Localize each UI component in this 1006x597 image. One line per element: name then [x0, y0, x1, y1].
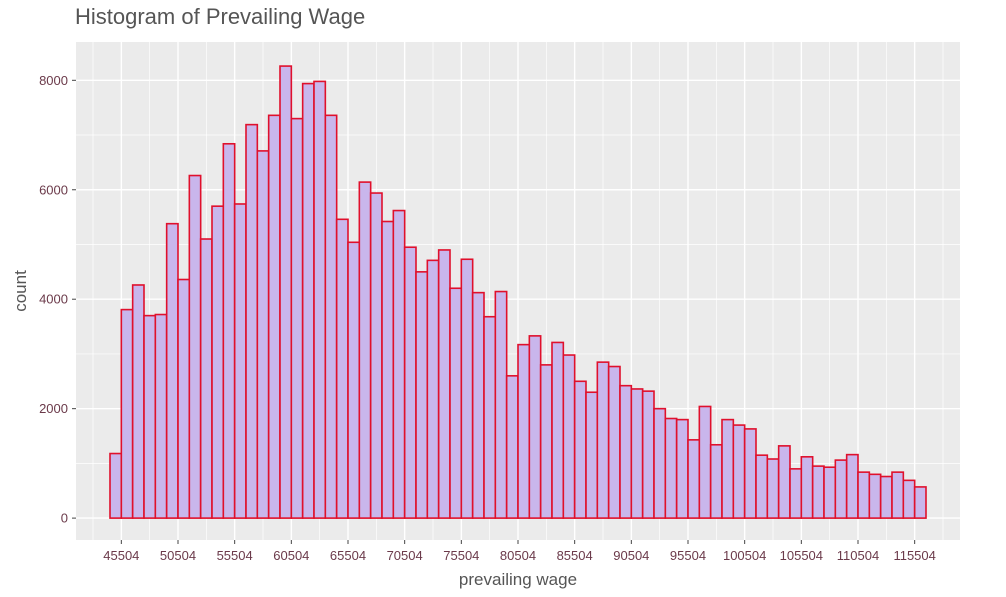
histogram-bar — [233, 203, 247, 519]
histogram-bar — [800, 456, 814, 519]
histogram-bar — [335, 218, 349, 519]
histogram-bar — [199, 238, 213, 519]
histogram-bar — [573, 380, 587, 519]
histogram-bar — [471, 291, 485, 519]
histogram-bar — [505, 375, 519, 519]
histogram-bar — [369, 192, 383, 519]
y-axis: 0 2000 4000 6000 8000 — [39, 73, 76, 526]
x-tick-label: 75504 — [443, 548, 479, 563]
histogram-bar — [755, 454, 769, 519]
histogram-bar — [165, 222, 179, 519]
histogram-bar — [596, 361, 610, 519]
x-tick-label: 70504 — [387, 548, 423, 563]
histogram-bar — [279, 65, 293, 519]
histogram-bar — [709, 443, 723, 519]
histogram-bar — [857, 471, 871, 519]
histogram-bar — [585, 391, 599, 519]
x-tick-label: 100504 — [723, 548, 766, 563]
histogram-bar — [426, 259, 440, 519]
histogram-bar — [902, 479, 916, 519]
chart-title: Histogram of Prevailing Wage — [75, 4, 366, 29]
x-tick-label: 105504 — [780, 548, 823, 563]
histogram-bar — [301, 82, 315, 519]
histogram-bar — [109, 452, 123, 519]
histogram-bar — [721, 418, 735, 519]
x-tick-label: 65504 — [330, 548, 366, 563]
x-tick-label: 50504 — [160, 548, 196, 563]
histogram-bar — [868, 473, 882, 519]
histogram-bar — [290, 117, 304, 519]
y-tick-label: 6000 — [39, 182, 68, 197]
histogram-bar — [823, 466, 837, 519]
histogram-bar — [732, 424, 746, 519]
histogram-bar — [131, 284, 145, 519]
histogram-bar — [267, 114, 281, 519]
x-axis-title: prevailing wage — [459, 570, 577, 589]
histogram-bar — [188, 174, 202, 519]
histogram-bar — [347, 241, 361, 519]
histogram-bar — [245, 123, 259, 519]
histogram-bar — [358, 181, 372, 519]
histogram-bar — [675, 418, 689, 519]
x-tick-label: 90504 — [613, 548, 649, 563]
histogram-bar — [811, 465, 825, 519]
histogram-bar — [879, 475, 893, 519]
histogram-bar — [777, 445, 791, 519]
histogram-bar — [845, 453, 859, 519]
x-axis: 45504 50504 55504 60504 65504 70504 75504 80504… — [103, 540, 936, 563]
x-tick-label: 115504 — [893, 548, 935, 563]
x-tick-label: 45504 — [103, 548, 139, 563]
histogram-bar — [483, 315, 497, 519]
histogram-bar — [177, 278, 191, 519]
histogram-bar — [607, 365, 621, 519]
histogram-bar — [698, 405, 712, 519]
histogram-bar — [437, 249, 451, 519]
histogram-bar — [143, 314, 157, 519]
histogram-bar — [517, 343, 531, 519]
x-tick-label: 80504 — [500, 548, 536, 563]
histogram-bar — [619, 384, 633, 519]
histogram-bar — [313, 80, 327, 519]
y-axis-title: count — [11, 270, 30, 312]
histogram-bar — [743, 428, 757, 519]
histogram-bar — [891, 471, 905, 519]
histogram-bar — [687, 439, 701, 519]
histogram-bar — [211, 205, 225, 519]
y-tick-label: 2000 — [39, 401, 68, 416]
histogram-bar — [789, 468, 803, 519]
histogram-bar — [324, 114, 338, 519]
histogram-bar — [154, 313, 168, 519]
histogram-bar — [641, 390, 655, 519]
histogram-bar — [834, 459, 848, 519]
bars — [109, 65, 927, 519]
histogram-bar — [528, 335, 542, 519]
histogram-bar — [381, 220, 395, 519]
histogram-bar — [653, 407, 667, 519]
x-tick-label: 55504 — [217, 548, 253, 563]
histogram-bar — [766, 458, 780, 519]
y-tick-label: 4000 — [39, 292, 68, 307]
histogram-bar — [562, 354, 576, 519]
histogram-bar — [494, 290, 508, 519]
histogram-bar — [460, 258, 474, 519]
x-tick-label: 95504 — [670, 548, 706, 563]
histogram-bar — [392, 209, 406, 519]
histogram-bar — [551, 341, 565, 519]
histogram-bar — [256, 150, 270, 519]
x-tick-label: 110504 — [837, 548, 879, 563]
histogram-bar — [539, 364, 553, 519]
histogram-bar — [449, 287, 463, 519]
histogram-bar — [120, 308, 134, 519]
histogram-bar — [403, 246, 417, 519]
y-tick-label: 0 — [61, 511, 68, 526]
histogram-bar — [664, 417, 678, 519]
y-tick-label: 8000 — [39, 73, 68, 88]
x-tick-label: 85504 — [557, 548, 593, 563]
histogram-bar — [630, 388, 644, 519]
x-tick-label: 60504 — [273, 548, 309, 563]
histogram-bar — [913, 486, 927, 519]
histogram-bar — [415, 271, 429, 519]
histogram-bar — [222, 142, 236, 519]
